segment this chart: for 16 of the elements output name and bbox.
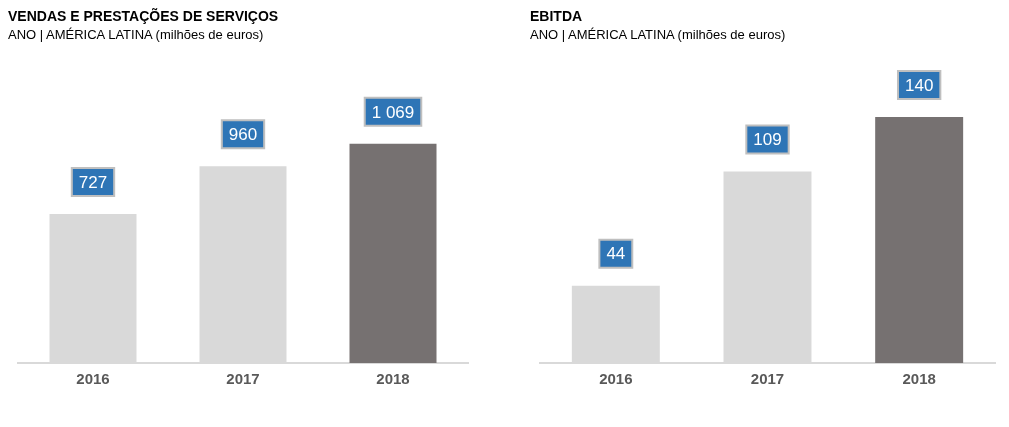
chart-title: VENDAS E PRESTAÇÕES DE SERVIÇOS xyxy=(8,8,280,24)
data-label: 44 xyxy=(606,244,626,264)
chart-title: EBITDA xyxy=(530,8,584,24)
chart-subtitle: ANO | AMÉRICA LATINA (milhões de euros) xyxy=(530,27,787,42)
data-label: 109 xyxy=(753,130,782,150)
x-tick-label: 2016 xyxy=(599,370,633,388)
data-label: 960 xyxy=(228,124,258,144)
data-label: 1 069 xyxy=(371,102,415,122)
x-tick-label: 2017 xyxy=(226,370,260,388)
x-tick-label: 2017 xyxy=(750,370,785,388)
chart-subtitle: ANO | AMÉRICA LATINA (milhões de euros) xyxy=(8,27,265,42)
data-label: 140 xyxy=(904,75,934,95)
x-tick-label: 2018 xyxy=(902,370,936,388)
x-tick-label: 2018 xyxy=(376,370,410,388)
data-label: 727 xyxy=(78,172,108,192)
x-tick-label: 2016 xyxy=(76,370,110,388)
